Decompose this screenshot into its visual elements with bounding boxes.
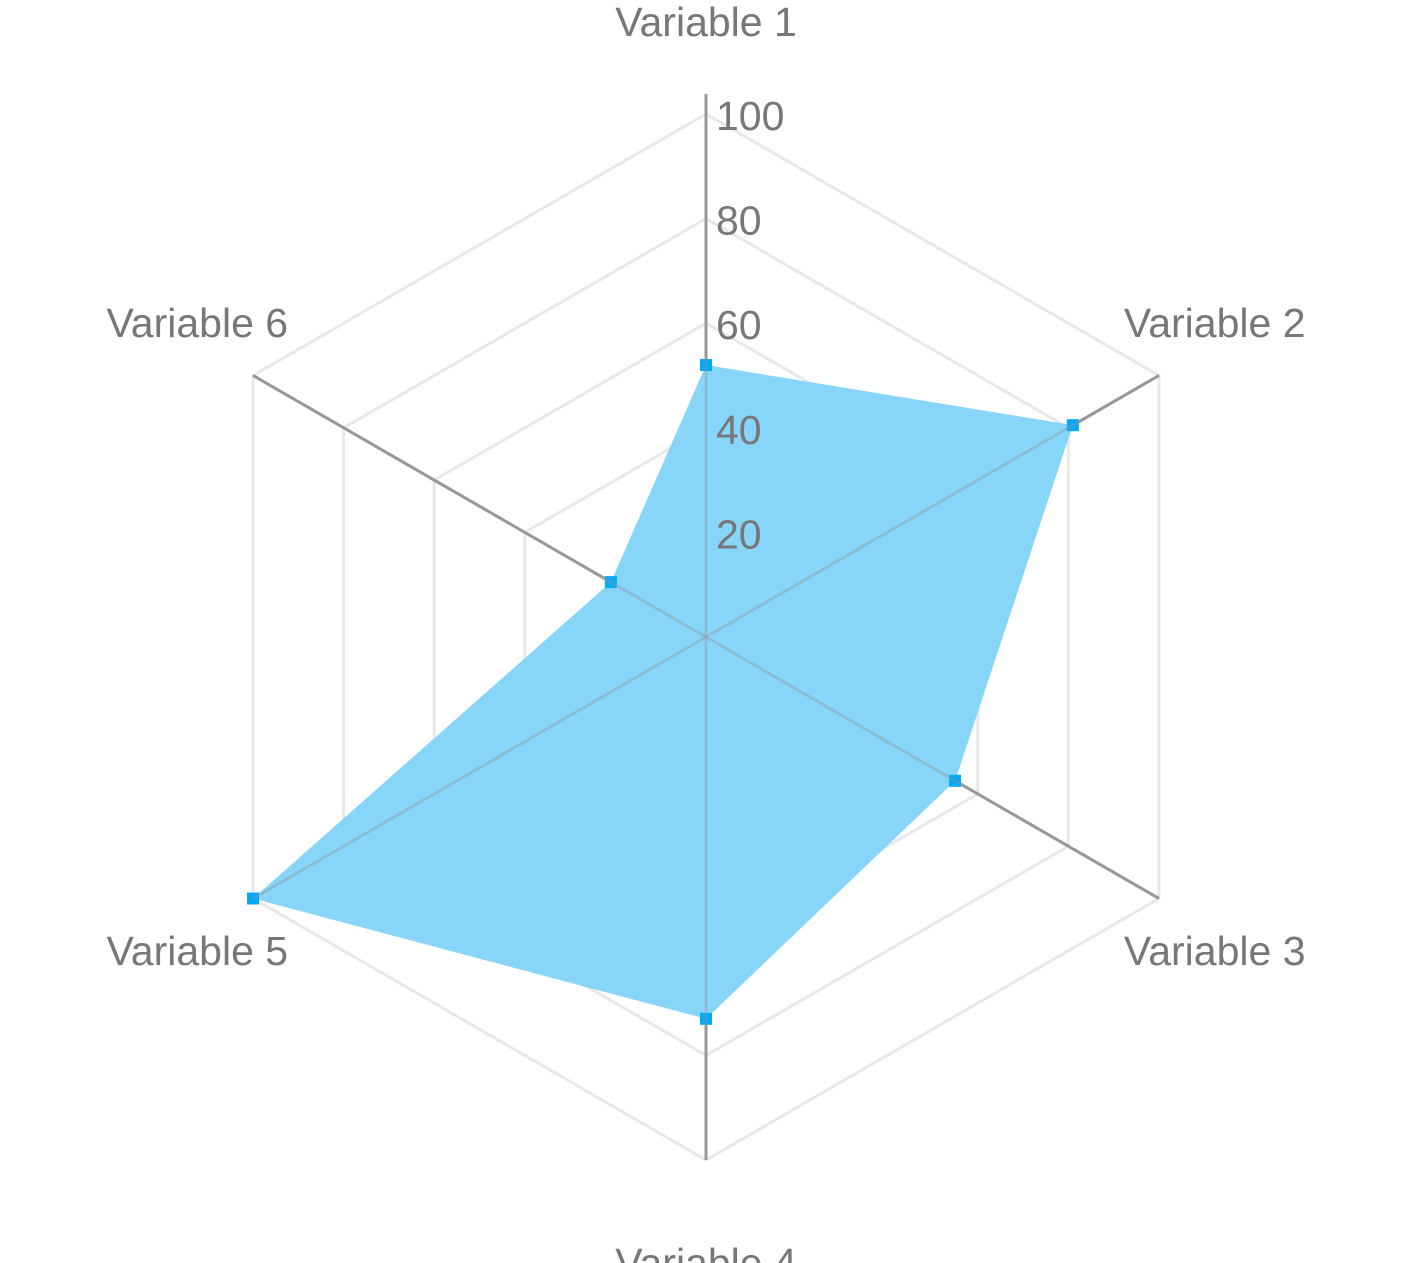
tick-label: 100 <box>716 93 784 139</box>
data-point-4 <box>700 1012 712 1025</box>
data-point-6 <box>604 576 617 589</box>
variable-label-4: Variable 4 <box>615 1240 797 1263</box>
tick-label: 80 <box>716 198 762 244</box>
radar-tick-labels: 20 40 60 80 100 <box>716 93 784 557</box>
data-point-2 <box>1066 419 1079 432</box>
axis-overlay-3 <box>705 635 1160 900</box>
tick-label: 20 <box>716 511 762 557</box>
data-point-3 <box>949 774 962 787</box>
variable-label-5: Variable 5 <box>106 928 288 974</box>
variable-label-1: Variable 1 <box>615 0 797 45</box>
variable-label-6: Variable 6 <box>106 300 288 346</box>
variable-label-3: Variable 3 <box>1124 928 1306 974</box>
data-point-5 <box>247 892 260 905</box>
radar-variable-labels: Variable 1 Variable 2 Variable 3 Variable 4… <box>106 0 1305 1263</box>
axis-overlay-6 <box>252 374 707 639</box>
axis-overlay-5 <box>252 635 707 900</box>
axis-overlay-2 <box>705 374 1160 639</box>
tick-label: 40 <box>716 407 762 453</box>
radar-series <box>247 94 1160 1160</box>
variable-label-2: Variable 2 <box>1124 300 1306 346</box>
series-area <box>253 365 1073 1019</box>
data-point-1 <box>700 359 712 372</box>
tick-label: 60 <box>716 302 762 348</box>
